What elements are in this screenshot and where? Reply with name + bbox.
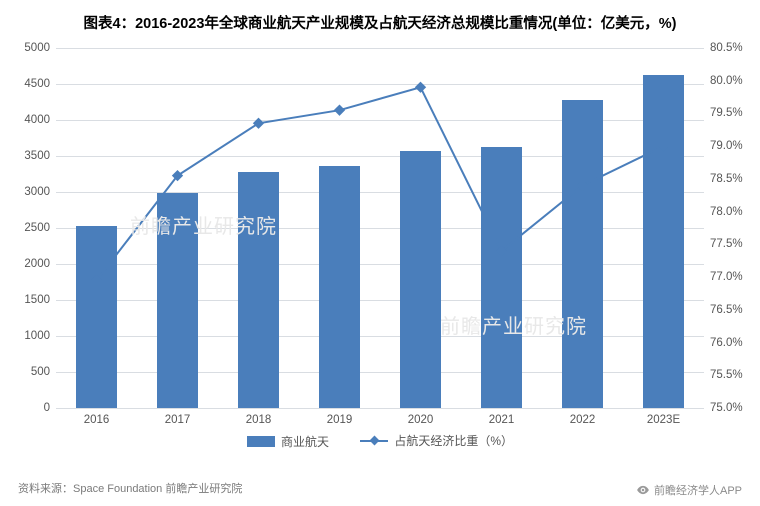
x-tick-label: 2018 xyxy=(246,414,272,426)
x-tick-label: 2021 xyxy=(489,414,515,426)
legend: 商业航天 占航天经济比重（%） xyxy=(0,432,760,450)
y-left-tick-label: 500 xyxy=(31,366,50,378)
y-right-tick-label: 77.5% xyxy=(710,238,743,250)
line-marker xyxy=(334,105,345,116)
y-right-tick-label: 80.5% xyxy=(710,42,743,54)
x-tick-label: 2016 xyxy=(84,414,110,426)
line-marker xyxy=(658,141,669,152)
y-left-tick-label: 3000 xyxy=(24,186,50,198)
y-left-tick-label: 2000 xyxy=(24,258,50,270)
legend-item-bar: 商业航天 xyxy=(247,433,329,450)
y-left-tick-label: 2500 xyxy=(24,222,50,234)
y-right-tick-label: 79.5% xyxy=(710,107,743,119)
y-left-tick-label: 4500 xyxy=(24,78,50,90)
brand-footer: 前瞻经济学人APP xyxy=(636,482,742,498)
legend-label-bar: 商业航天 xyxy=(281,433,329,450)
y-right-tick-label: 76.0% xyxy=(710,337,743,349)
y-right-tick-label: 75.0% xyxy=(710,402,743,414)
line-series xyxy=(56,48,704,408)
chart-container: 图表4：2016-2023年全球商业航天产业规模及占航天经济总规模比重情况(单位… xyxy=(0,0,760,506)
chart-area: 0500100015002000250030003500400045005000… xyxy=(56,48,704,408)
y-left-tick-label: 1500 xyxy=(24,294,50,306)
y-left-tick-label: 5000 xyxy=(24,42,50,54)
x-tick-label: 2023E xyxy=(647,414,680,426)
x-tick-label: 2020 xyxy=(408,414,434,426)
line-marker xyxy=(253,118,264,129)
y-left-tick-label: 4000 xyxy=(24,114,50,126)
line-path xyxy=(97,87,664,280)
legend-swatch-bar xyxy=(247,436,275,447)
y-left-tick-label: 1000 xyxy=(24,330,50,342)
legend-item-line: 占航天经济比重（%） xyxy=(360,432,513,449)
gridline xyxy=(56,408,704,409)
y-right-tick-label: 78.5% xyxy=(710,173,743,185)
y-right-tick-label: 76.5% xyxy=(710,304,743,316)
x-tick-label: 2022 xyxy=(570,414,596,426)
y-right-tick-label: 75.5% xyxy=(710,369,743,381)
y-right-tick-label: 77.0% xyxy=(710,271,743,283)
source-footer: 资料来源：Space Foundation 前瞻产业研究院 xyxy=(18,480,242,496)
chart-title: 图表4：2016-2023年全球商业航天产业规模及占航天经济总规模比重情况(单位… xyxy=(0,0,760,41)
y-left-tick-label: 3500 xyxy=(24,150,50,162)
brand-footer-text: 前瞻经济学人APP xyxy=(654,482,742,498)
y-left-tick-label: 0 xyxy=(44,402,50,414)
eye-icon xyxy=(636,483,650,497)
x-tick-label: 2019 xyxy=(327,414,353,426)
x-tick-label: 2017 xyxy=(165,414,191,426)
y-right-tick-label: 78.0% xyxy=(710,206,743,218)
y-right-tick-label: 80.0% xyxy=(710,75,743,87)
legend-swatch-line xyxy=(360,435,388,447)
legend-label-line: 占航天经济比重（%） xyxy=(394,432,513,449)
legend-marker-icon xyxy=(370,436,380,446)
y-right-tick-label: 79.0% xyxy=(710,140,743,152)
line-marker xyxy=(415,82,426,93)
